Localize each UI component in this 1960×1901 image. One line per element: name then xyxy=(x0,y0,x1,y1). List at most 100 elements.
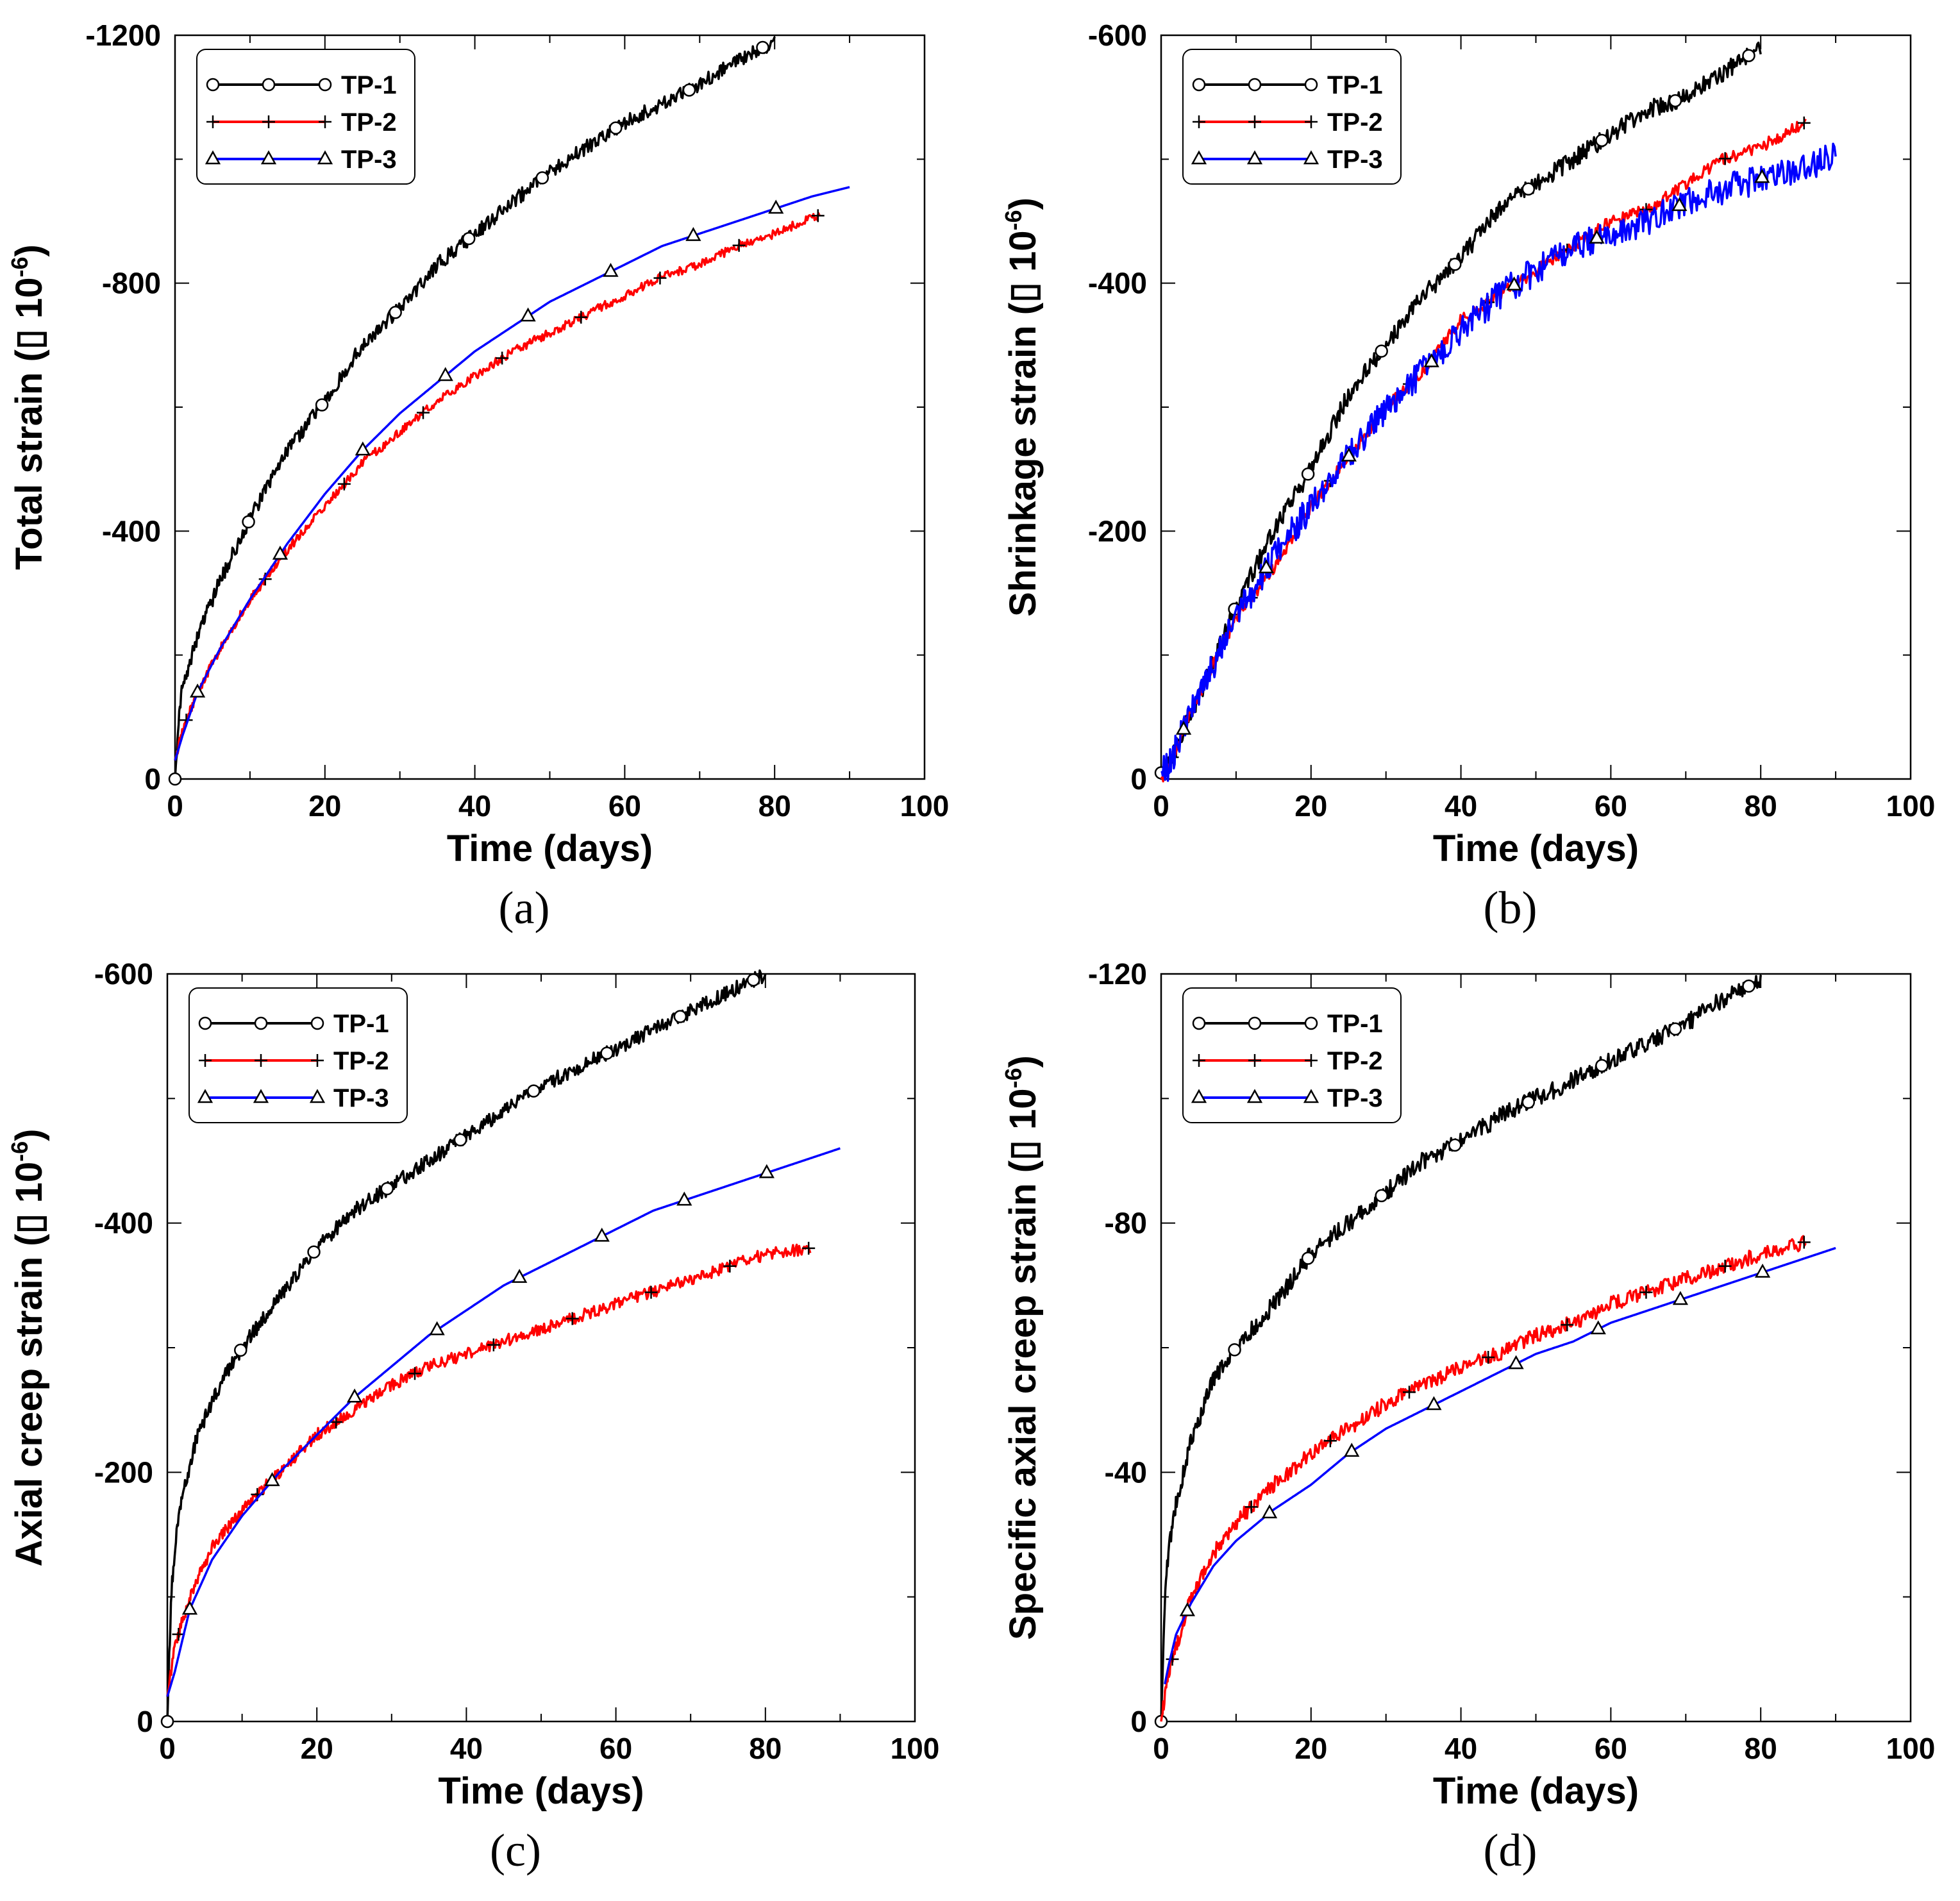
panel-d-x-tick-label: 100 xyxy=(1886,1732,1936,1765)
panel-d-marker-tp-1 xyxy=(1595,1059,1609,1073)
panel-b-marker-tp-1 xyxy=(1301,467,1315,481)
panel-d-marker-tp-1 xyxy=(1375,1189,1388,1203)
panel-d-y-title-close: ) xyxy=(1002,1055,1044,1068)
panel-c-y-axis-title: Axial creep strain (▯ 10-6) xyxy=(6,1129,50,1567)
panel-c-x-tick-label: 40 xyxy=(450,1732,483,1765)
panel-d-series-tp-3 xyxy=(1164,1246,1836,1685)
panel-c-x-tick-label: 100 xyxy=(891,1732,940,1765)
panel-d-marker-tp-3 xyxy=(1754,1263,1771,1278)
panel-d-x-tick-label: 20 xyxy=(1294,1732,1327,1765)
panel-d-x-tick-label: 0 xyxy=(1153,1732,1169,1765)
panel-d-legend-marker xyxy=(1304,1016,1318,1030)
panel-a-series-tp-3 xyxy=(174,186,850,761)
panel-d-marker-tp-3 xyxy=(1179,1602,1196,1616)
panel-c-legend-label: TP-3 xyxy=(333,1084,389,1112)
panel-b-marker-tp-3 xyxy=(1175,721,1192,735)
panel-d-marker-tp-1 xyxy=(1301,1252,1315,1265)
panel-b-marker-tp-1 xyxy=(1448,258,1462,271)
panel-b-x-tick-label: 80 xyxy=(1745,789,1777,823)
panel-a-marker-tp-1 xyxy=(682,83,696,97)
panel-d-marker-tp-2 xyxy=(1323,1434,1337,1448)
panel-a-x-tick-label: 40 xyxy=(458,789,491,823)
panel-d-marker-tp-2 xyxy=(1718,1259,1732,1273)
panel-a-marker-tp-1 xyxy=(315,398,329,412)
panel-d-marker-tp-2 xyxy=(1403,1386,1416,1399)
panel-a-marker-tp-1 xyxy=(535,171,549,185)
panel-b-marker-tp-3 xyxy=(1671,197,1688,212)
panel-b-y-tick-label: -200 xyxy=(1088,514,1147,548)
panel-c-marker-tp-1 xyxy=(673,1010,687,1023)
panel-a-marker-tp-3 xyxy=(520,307,536,322)
panel-c-series-tp-2 xyxy=(166,1241,816,1697)
panel-c-legend: TP-1 TP-2 TP-3 xyxy=(188,987,408,1123)
panel-a-x-tick-label: 100 xyxy=(900,789,950,823)
panel-c-legend-marker xyxy=(198,1016,212,1030)
panel-d-line-tp-3 xyxy=(1164,1246,1836,1685)
panel-a-legend-marker xyxy=(205,150,221,165)
panel-a-y-tick-label: -800 xyxy=(102,267,161,300)
panel-c-y-tick-label: -400 xyxy=(94,1207,153,1240)
panel-d-legend-box xyxy=(1182,987,1402,1123)
panel-d-y-title-unit: ▯ 10 xyxy=(1002,1088,1044,1160)
panel-d-legend-label: TP-3 xyxy=(1327,1084,1383,1112)
panel-a-marker-tp-3 xyxy=(685,227,701,241)
panel-d-marker-tp-1 xyxy=(1742,979,1755,993)
panel-a-marker-tp-2 xyxy=(653,271,667,285)
panel-b-y-title-prefix: Shrinkage strain ( xyxy=(1002,302,1044,617)
panel-c-legend-marker xyxy=(253,1089,269,1103)
panel-c-legend-marker xyxy=(255,1054,267,1067)
panel-d-legend-marker xyxy=(1248,1016,1262,1030)
panel-b-legend-label: TP-3 xyxy=(1327,146,1383,174)
panel-a-marker-tp-1 xyxy=(756,40,769,54)
panel-c-marker-tp-1 xyxy=(307,1245,321,1259)
panel-c-line-tp-3 xyxy=(166,1147,841,1697)
panel-b-marker-tp-3 xyxy=(1423,353,1439,367)
panel-a-marker-tp-2 xyxy=(811,209,825,222)
panel-a-legend-marker xyxy=(318,78,332,92)
panel-b-legend-marker xyxy=(1305,115,1318,128)
panel-c-marker-tp-2 xyxy=(723,1259,737,1273)
panel-b-marker-tp-1 xyxy=(1521,182,1536,196)
panel-d-marker-tp-1 xyxy=(1448,1138,1462,1152)
panel-a-marker-tp-2 xyxy=(337,477,351,490)
panel-c-series-tp-1 xyxy=(160,969,767,1729)
panel-c-x-axis-title: Time (days) xyxy=(438,1770,644,1812)
panel-a-legend-marker xyxy=(206,78,220,92)
panel-d-x-tick-label: 60 xyxy=(1595,1732,1627,1765)
panel-b-legend-marker xyxy=(1248,78,1262,92)
panel-b-marker-tp-1 xyxy=(1375,344,1388,358)
panel-a-legend-marker xyxy=(206,115,219,128)
panel-d-legend-marker xyxy=(1192,1016,1206,1030)
panel-d-x-tick-label: 40 xyxy=(1445,1732,1477,1765)
panel-a-x-axis-title: Time (days) xyxy=(447,828,653,869)
panel-a-y-axis-title: Total strain (▯ 10-6) xyxy=(6,244,50,570)
panel-d-legend: TP-1 TP-2 TP-3 xyxy=(1182,987,1402,1123)
panel-a-series-tp-1 xyxy=(168,36,776,786)
panel-b-marker-tp-2 xyxy=(1797,116,1811,130)
panel-b: 0 20 40 60 80 100 0 -200 -400 -600 TP-1 TP-2 TP-3 Tim… xyxy=(1000,19,1935,934)
panel-b-legend-marker xyxy=(1191,150,1207,165)
panel-a-marker-tp-1 xyxy=(462,231,476,246)
panel-a-marker-tp-2 xyxy=(732,239,746,252)
panel-b-marker-tp-2 xyxy=(1718,152,1732,165)
panel-c-marker-tp-1 xyxy=(380,1182,394,1196)
panel-a-x-tick-label: 80 xyxy=(758,789,791,823)
panel-a-y-title-unit: ▯ 10 xyxy=(8,278,50,350)
panel-b-legend-box xyxy=(1182,49,1402,185)
panel-b-legend-marker xyxy=(1192,78,1206,92)
panel-c-y-tick-label: 0 xyxy=(137,1705,153,1738)
panel-c-marker-tp-3 xyxy=(181,1600,198,1615)
panel-b-x-tick-label: 60 xyxy=(1595,789,1627,823)
panel-b-label: (b) xyxy=(1484,882,1537,934)
panel-d-marker-tp-2 xyxy=(1561,1318,1574,1332)
panel-d-y-tick-label: 0 xyxy=(1130,1705,1147,1738)
panel-d-y-tick-label: -120 xyxy=(1088,957,1147,991)
panel-c-x-tick-label: 20 xyxy=(301,1732,333,1765)
panel-a-legend-marker xyxy=(262,115,275,128)
panel-a-line-tp-3 xyxy=(174,186,850,761)
panel-c-y-title-exponent: -6 xyxy=(6,1141,33,1162)
panel-b-marker-tp-3 xyxy=(1258,559,1275,574)
panel-b-marker-tp-1 xyxy=(1595,133,1609,147)
panel-c-x-tick-label: 0 xyxy=(159,1732,176,1765)
panel-d-marker-tp-3 xyxy=(1344,1443,1360,1457)
